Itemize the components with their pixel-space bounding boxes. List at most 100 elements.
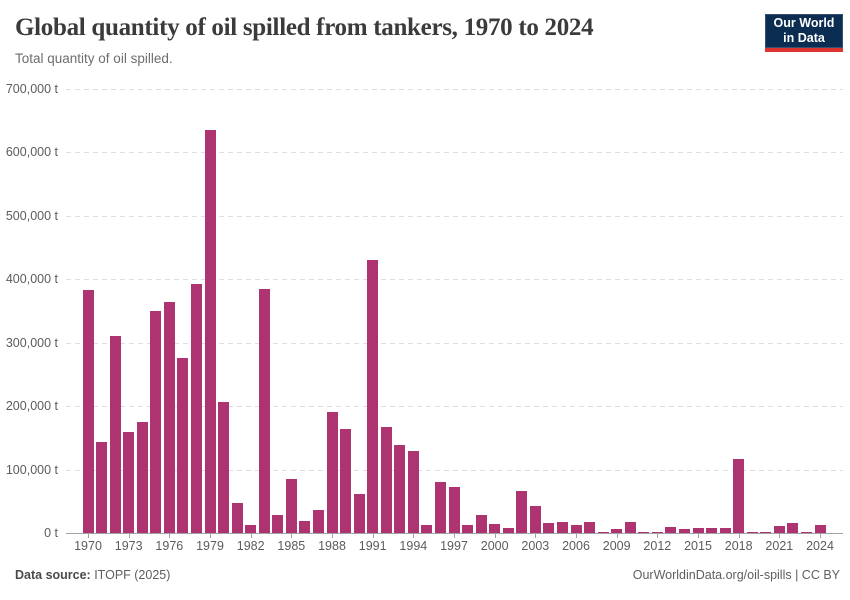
bar-2011[interactable] <box>638 531 650 533</box>
bar-2003[interactable] <box>529 505 541 533</box>
x-axis-label-2003: 2003 <box>521 539 550 553</box>
bar-1986[interactable] <box>299 520 311 533</box>
bar-1982[interactable] <box>245 525 257 533</box>
x-tick-1991 <box>372 534 374 538</box>
x-axis-label-1982: 1982 <box>236 539 265 553</box>
gridline-100000 <box>66 469 843 471</box>
bar-2002[interactable] <box>516 490 528 533</box>
bar-1999[interactable] <box>475 514 487 533</box>
x-tick-1988 <box>332 534 333 538</box>
x-tick-1997 <box>454 534 455 538</box>
x-tick-2012 <box>657 534 659 538</box>
bar-1984[interactable] <box>272 514 284 533</box>
y-axis-label-200000: 200,000 t <box>5 399 58 414</box>
x-axis-label-1970: 1970 <box>74 539 102 553</box>
bar-2017[interactable] <box>719 527 731 533</box>
page-title: Global quantity of oil spilled from tank… <box>15 14 594 41</box>
bar-1977[interactable] <box>177 357 189 533</box>
owid-logo-line2: in Data <box>783 31 825 45</box>
y-axis-label-400000: 400,000 t <box>5 272 58 287</box>
x-tick-1994 <box>413 534 415 538</box>
bar-2018[interactable] <box>733 459 745 533</box>
bar-1987[interactable] <box>312 509 324 533</box>
bar-1996[interactable] <box>434 482 446 533</box>
y-axis-label-300000: 300,000 t <box>5 335 58 350</box>
bar-2023[interactable] <box>800 531 812 533</box>
x-axis-label-1994: 1994 <box>399 539 428 553</box>
bar-2014[interactable] <box>678 528 690 533</box>
bar-2021[interactable] <box>773 526 785 533</box>
y-axis-label-500000: 500,000 t <box>5 208 58 223</box>
bar-1972[interactable] <box>109 335 121 533</box>
bar-1993[interactable] <box>394 444 406 533</box>
x-tick-2009 <box>616 534 618 538</box>
bar-2009[interactable] <box>611 529 623 533</box>
x-tick-1970 <box>88 534 89 538</box>
bar-1973[interactable] <box>123 431 135 533</box>
x-tick-1973 <box>128 534 130 538</box>
bar-1974[interactable] <box>136 422 148 533</box>
bar-2000[interactable] <box>489 524 501 533</box>
x-axis-label-2015: 2015 <box>684 539 712 553</box>
bar-1976[interactable] <box>163 302 175 533</box>
gridline-500000 <box>66 215 843 217</box>
x-axis-label-1979: 1979 <box>196 539 224 553</box>
bar-1990[interactable] <box>353 494 365 533</box>
gridline-400000 <box>66 279 843 281</box>
attribution-link[interactable]: OurWorldinData.org/oil-spills | CC BY <box>632 568 840 582</box>
bar-1975[interactable] <box>150 311 162 533</box>
gridline-200000 <box>66 406 843 408</box>
bar-1971[interactable] <box>96 441 108 533</box>
bar-1991[interactable] <box>367 260 379 533</box>
bar-2020[interactable] <box>760 532 772 534</box>
bar-1995[interactable] <box>421 525 433 533</box>
bar-1998[interactable] <box>462 524 474 533</box>
bar-2013[interactable] <box>665 527 677 533</box>
bar-1985[interactable] <box>285 479 297 533</box>
y-axis-label-600000: 600,000 t <box>5 145 58 160</box>
owid-logo-line1: Our World <box>773 16 835 30</box>
bar-1989[interactable] <box>340 428 352 533</box>
bar-2007[interactable] <box>584 521 596 533</box>
bar-2024[interactable] <box>814 525 826 533</box>
bar-1979[interactable] <box>204 129 216 533</box>
bar-1988[interactable] <box>326 412 338 533</box>
bar-1983[interactable] <box>258 289 270 533</box>
x-tick-1979 <box>210 534 211 538</box>
bar-2006[interactable] <box>570 524 582 533</box>
gridline-700000 <box>66 89 843 90</box>
bar-2019[interactable] <box>746 532 758 534</box>
bar-2015[interactable] <box>692 527 704 533</box>
bar-2022[interactable] <box>787 523 799 533</box>
x-tick-1985 <box>291 534 293 538</box>
bar-1997[interactable] <box>448 487 460 533</box>
bar-2004[interactable] <box>543 522 555 533</box>
chart-footer: Data source: ITOPF (2025) OurWorldinData… <box>15 568 840 582</box>
chart-subtitle: Total quantity of oil spilled. <box>15 50 173 66</box>
bar-1970[interactable] <box>82 290 94 533</box>
x-axis-label-2018: 2018 <box>724 539 753 553</box>
x-tick-1982 <box>250 534 252 538</box>
gridline-600000 <box>66 152 843 154</box>
bar-2010[interactable] <box>624 521 636 533</box>
bar-1992[interactable] <box>380 427 392 533</box>
x-tick-2015 <box>698 534 699 538</box>
bar-1981[interactable] <box>231 502 243 533</box>
bar-2016[interactable] <box>706 527 718 533</box>
chart-header: Global quantity of oil spilled from tank… <box>15 14 755 66</box>
x-tick-2018 <box>738 534 740 538</box>
gridline-300000 <box>66 342 843 344</box>
bar-1994[interactable] <box>407 450 419 533</box>
x-tick-2006 <box>576 534 577 538</box>
bar-2008[interactable] <box>597 531 609 533</box>
bar-2001[interactable] <box>502 527 514 533</box>
bar-1980[interactable] <box>218 402 230 533</box>
x-tick-1976 <box>169 534 171 538</box>
bar-2012[interactable] <box>651 532 663 534</box>
bar-1978[interactable] <box>190 283 202 533</box>
x-axis-label-2009: 2009 <box>602 539 631 553</box>
bar-2005[interactable] <box>556 522 568 533</box>
x-axis-label-1988: 1988 <box>318 539 346 553</box>
y-axis-label-100000: 100,000 t <box>5 462 58 477</box>
